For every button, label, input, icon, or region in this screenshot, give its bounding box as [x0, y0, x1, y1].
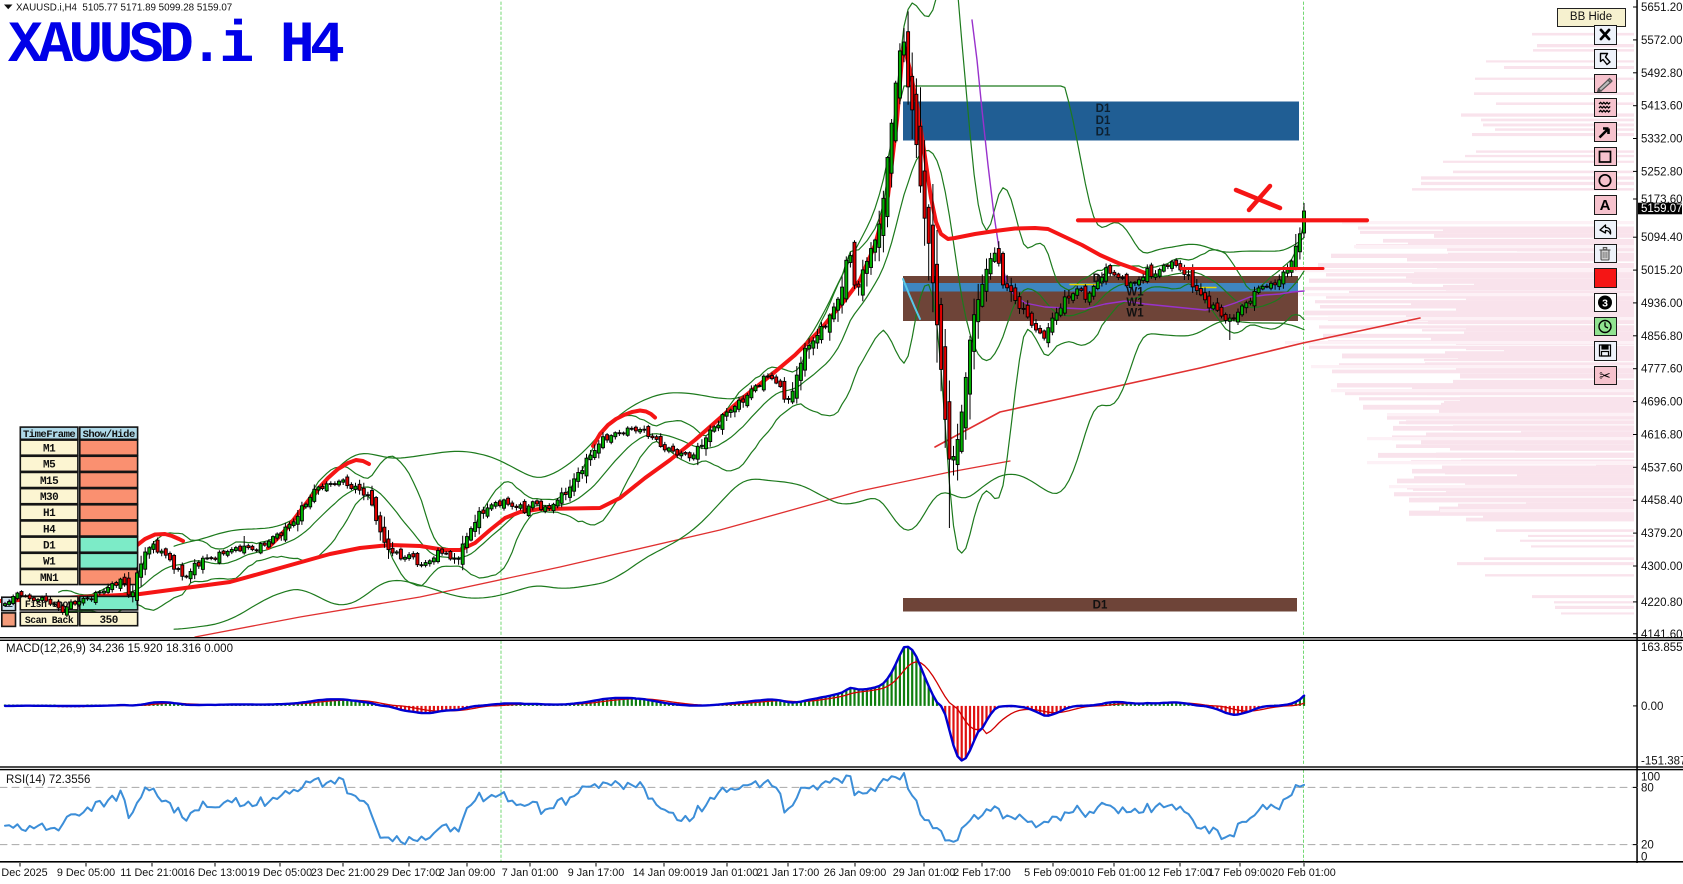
- svg-text:12 Feb 17:00: 12 Feb 17:00: [1148, 867, 1212, 879]
- svg-text:4300.00: 4300.00: [1641, 561, 1683, 573]
- svg-text:TimeFrame: TimeFrame: [23, 429, 75, 441]
- svg-text:100: 100: [1641, 772, 1660, 784]
- svg-text:Scan Back: Scan Back: [25, 615, 74, 626]
- svg-text:16 Dec 13:00: 16 Dec 13:00: [183, 867, 247, 879]
- svg-text:D1: D1: [43, 541, 56, 553]
- svg-text:80: 80: [1641, 782, 1654, 794]
- svg-text:4379.20: 4379.20: [1641, 528, 1683, 540]
- svg-text:D1: D1: [1096, 103, 1111, 115]
- svg-text:4777.60: 4777.60: [1641, 364, 1683, 376]
- svg-text:5252.80: 5252.80: [1641, 166, 1683, 178]
- svg-text:Show/Hide: Show/Hide: [83, 429, 135, 441]
- svg-text:9 Dec 05:00: 9 Dec 05:00: [57, 867, 115, 879]
- svg-text:W1: W1: [1126, 287, 1144, 299]
- svg-text:163.855: 163.855: [1641, 642, 1683, 654]
- svg-text:M15: M15: [40, 476, 59, 488]
- svg-text:20 Feb 01:00: 20 Feb 01:00: [1272, 867, 1336, 879]
- svg-text:5492.80: 5492.80: [1641, 68, 1683, 80]
- svg-text:4537.60: 4537.60: [1641, 462, 1683, 474]
- svg-text:4141.60: 4141.60: [1641, 629, 1683, 641]
- svg-text:5651.20: 5651.20: [1641, 2, 1683, 14]
- svg-text:4696.00: 4696.00: [1641, 397, 1683, 409]
- svg-text:W1: W1: [1126, 308, 1144, 320]
- svg-text:XAUUSD.i,H4 5105.77 5171.89 5: XAUUSD.i,H4 5105.77 5171.89 5099.28 5159…: [16, 3, 232, 14]
- svg-text:19 Dec 05:00: 19 Dec 05:00: [248, 867, 312, 879]
- svg-text:5015.20: 5015.20: [1641, 265, 1683, 277]
- svg-text:4936.00: 4936.00: [1641, 298, 1683, 310]
- svg-text:MN1: MN1: [40, 573, 59, 585]
- svg-text:29 Jan 01:00: 29 Jan 01:00: [893, 867, 955, 879]
- svg-text:MACD(12,26,9) 34.236 15.920 18: MACD(12,26,9) 34.236 15.920 18.316 0.000: [6, 643, 233, 655]
- svg-text:W1: W1: [43, 557, 56, 569]
- svg-text:D1: D1: [1093, 600, 1108, 612]
- svg-text:4616.80: 4616.80: [1641, 430, 1683, 442]
- svg-text:4 Dec 2025: 4 Dec 2025: [0, 867, 48, 879]
- svg-text:4220.80: 4220.80: [1641, 597, 1683, 609]
- svg-text:M1: M1: [43, 444, 56, 456]
- svg-text:A: A: [1599, 197, 1610, 213]
- svg-text:5159.07: 5159.07: [1641, 203, 1683, 215]
- svg-text:D1: D1: [1093, 273, 1108, 285]
- svg-text:2 Jan 09:00: 2 Jan 09:00: [439, 867, 495, 879]
- svg-text:14 Jan 09:00: 14 Jan 09:00: [633, 867, 695, 879]
- svg-text:W1: W1: [1126, 297, 1144, 309]
- svg-text:29 Dec 17:00: 29 Dec 17:00: [377, 867, 441, 879]
- svg-text:4856.80: 4856.80: [1641, 331, 1683, 343]
- svg-text:D1: D1: [1096, 127, 1111, 139]
- svg-text:23 Dec 21:00: 23 Dec 21:00: [311, 867, 375, 879]
- svg-text:11 Dec 21:00: 11 Dec 21:00: [120, 867, 183, 879]
- svg-text:0: 0: [1641, 852, 1647, 864]
- svg-text:H1: H1: [43, 508, 56, 520]
- svg-text:5094.40: 5094.40: [1641, 232, 1683, 244]
- svg-text:3: 3: [1602, 297, 1608, 309]
- svg-text:2 Feb 17:00: 2 Feb 17:00: [953, 867, 1011, 879]
- svg-text:5 Feb 09:00: 5 Feb 09:00: [1024, 867, 1082, 879]
- svg-text:19 Jan 01:00: 19 Jan 01:00: [696, 867, 758, 879]
- svg-text:H4: H4: [43, 524, 56, 536]
- svg-text:-151.387: -151.387: [1641, 756, 1683, 768]
- svg-text:D1: D1: [1096, 115, 1111, 127]
- svg-text:5332.00: 5332.00: [1641, 134, 1683, 146]
- svg-text:7 Jan 01:00: 7 Jan 01:00: [502, 867, 558, 879]
- svg-text:350: 350: [100, 615, 118, 627]
- svg-text:4458.40: 4458.40: [1641, 495, 1683, 507]
- svg-text:20: 20: [1641, 840, 1654, 852]
- svg-text:0.00: 0.00: [1641, 701, 1663, 713]
- svg-text:10 Feb 01:00: 10 Feb 01:00: [1082, 867, 1146, 879]
- svg-text:✂: ✂: [1599, 367, 1611, 383]
- svg-text:26 Jan 09:00: 26 Jan 09:00: [824, 867, 886, 879]
- svg-text:M30: M30: [40, 492, 58, 504]
- svg-text:5572.00: 5572.00: [1641, 35, 1683, 47]
- svg-text:RSI(14) 72.3556: RSI(14) 72.3556: [6, 774, 90, 786]
- svg-text:9 Jan 17:00: 9 Jan 17:00: [568, 867, 624, 879]
- svg-text:17 Feb 09:00: 17 Feb 09:00: [1208, 867, 1272, 879]
- svg-text:21 Jan 17:00: 21 Jan 17:00: [757, 867, 819, 879]
- svg-text:5413.60: 5413.60: [1641, 101, 1683, 113]
- svg-text:M5: M5: [43, 460, 56, 472]
